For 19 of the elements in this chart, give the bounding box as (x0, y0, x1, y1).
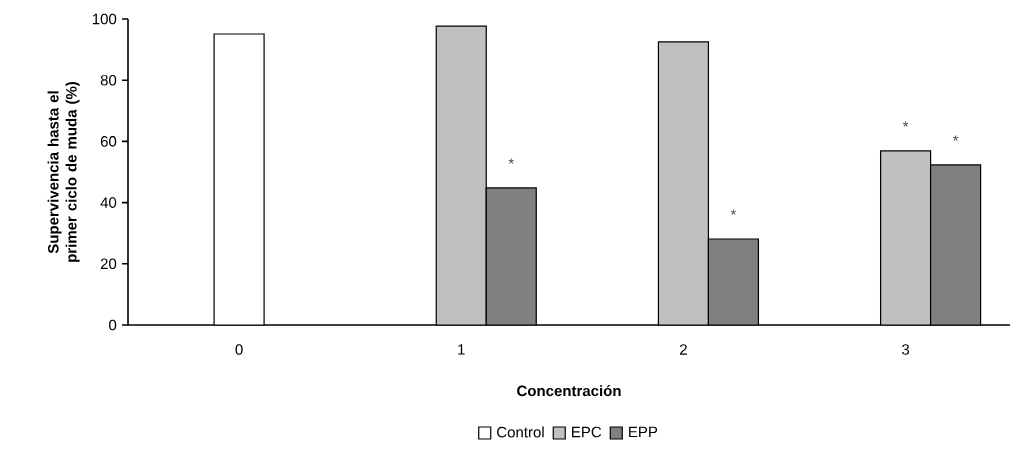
y-tick-label: 80 (100, 74, 117, 86)
y-tick-label: 100 (92, 13, 117, 25)
x-tick-label: 1 (458, 344, 465, 355)
y-axis-title: Supervivencia hasta el primer ciclo de muda (%) (47, 81, 80, 262)
legend-label: EPP (629, 426, 658, 438)
x-tick-label: 2 (680, 344, 687, 355)
y-tick-label: 40 (100, 197, 117, 208)
x-axis-title: Concentración (517, 385, 621, 397)
x-tick-label: 0 (235, 344, 243, 355)
legend-label: EPC (572, 426, 602, 438)
x-tick-label: 3 (902, 344, 910, 355)
legend-label: Control (497, 426, 544, 438)
y-tick-label: 60 (100, 136, 117, 147)
y-tick-label: 20 (100, 258, 117, 270)
data-label: * (902, 121, 909, 127)
y-tick-label: 0 (109, 319, 117, 331)
data-label: * (730, 209, 737, 215)
data-label: * (508, 158, 514, 164)
data-label: * (952, 135, 959, 141)
